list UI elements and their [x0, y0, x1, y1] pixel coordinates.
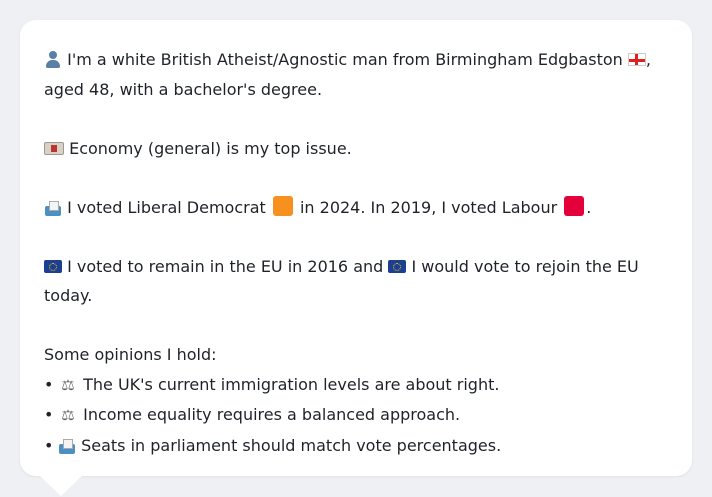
eu-flag-icon — [44, 259, 62, 273]
opinion-text: Income equality requires a balanced appr… — [83, 405, 461, 424]
opinion-item: • ⚖ Income equality requires a balanced a… — [44, 400, 668, 431]
money-icon — [44, 141, 64, 155]
profile-card: I'm a white British Atheist/Agnostic man… — [20, 20, 692, 476]
vote-period: . — [586, 197, 592, 217]
opinions-heading: Some opinions I hold: — [44, 345, 217, 364]
eu-line: I voted to remain in the EU in 2016 and … — [44, 252, 668, 282]
ballot-box-icon — [44, 200, 62, 216]
eu-remain-text: I voted to remain in the EU in 2016 and — [67, 256, 384, 276]
bullet: • — [44, 435, 54, 455]
ballot-box-icon — [58, 438, 76, 454]
identity-comma: , — [645, 50, 651, 69]
speech-bubble-tail — [40, 476, 82, 496]
libdem-color-square-icon — [272, 195, 293, 216]
bullet: • — [44, 405, 54, 424]
opinion-text: The UK's current immigration levels are … — [83, 374, 500, 394]
labour-color-square-icon — [564, 195, 585, 216]
bullet: • — [44, 374, 54, 394]
opinion-item: • Seats in parliament should match vote … — [44, 431, 668, 461]
person-icon — [44, 50, 62, 68]
balance-scale-icon: ⚖ — [61, 375, 75, 394]
age-education-line: aged 48, with a bachelor's degree. — [44, 79, 323, 99]
opinion-item: • ⚖ The UK's current immigration levels a… — [44, 370, 668, 401]
identity-text: I'm a white British Atheist/Agnostic man… — [67, 50, 623, 69]
top-issue-text: Economy (general) is my top issue. — [69, 138, 352, 158]
england-flag-icon — [627, 53, 646, 66]
top-issue-line: Economy (general) is my top issue. — [44, 134, 668, 164]
opinion-text: Seats in parliament should match vote pe… — [81, 435, 502, 455]
vote-2019-text: in 2024. In 2019, I voted Labour — [299, 197, 558, 217]
identity-line: I'm a white British Atheist/Agnostic man… — [44, 45, 668, 75]
voting-history-line: I voted Liberal Democrat in 2024. In 201… — [44, 193, 668, 223]
vote-2024-text: I voted Liberal Democrat — [67, 197, 266, 217]
eu-line-end: today. — [44, 286, 93, 305]
eu-flag-icon — [388, 259, 407, 273]
eu-rejoin-text: I would vote to rejoin the EU — [411, 256, 639, 276]
balance-scale-icon: ⚖ — [61, 406, 75, 424]
